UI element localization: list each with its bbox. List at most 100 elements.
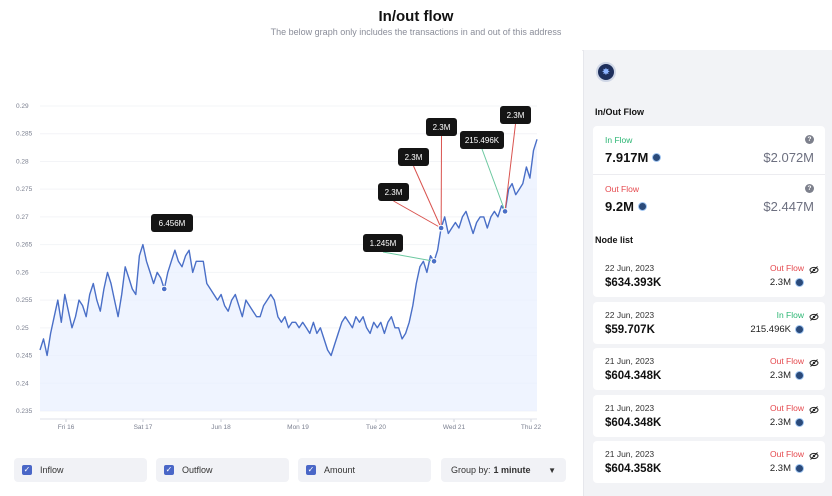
node-amount-value: 2.3M (769, 463, 791, 474)
inflow-checkbox[interactable]: ✓ (22, 465, 32, 475)
node-amount: 2.3M (770, 370, 804, 381)
node-amount-value: 2.3M (769, 417, 791, 428)
outflow-checkbox[interactable]: ✓ (164, 465, 174, 475)
token-icon (795, 464, 804, 473)
divider (593, 174, 825, 175)
y-tick-label: 0.26 (16, 269, 29, 276)
out-flow-value: 9.2M (605, 199, 647, 214)
node-list-item[interactable]: 21 Jun, 2023 $604.348K Out Flow 2.3M (593, 348, 825, 390)
callout-box[interactable] (151, 214, 193, 232)
out-flow-label: Out Flow (605, 184, 640, 194)
y-tick-label: 0.285 (16, 131, 33, 138)
callout-label: 2.3M (385, 188, 403, 197)
node-direction: Out Flow (769, 449, 804, 459)
y-tick-label: 0.25 (16, 325, 29, 332)
x-tick-label: Thu 22 (521, 424, 542, 431)
token-icon (795, 278, 804, 287)
node-list-item[interactable]: 21 Jun, 2023 $604.348K Out Flow 2.3M (593, 395, 825, 437)
node-direction: Out Flow (769, 403, 804, 413)
page-header: In/out flow The below graph only include… (0, 0, 832, 51)
outflow-connector (413, 165, 442, 229)
outflow-connector (393, 200, 442, 229)
in-flow-amount: 7.917M (605, 150, 649, 165)
node-list-title: Node list (595, 235, 634, 245)
node-date: 22 Jun, 2023 (605, 310, 655, 320)
price-chart[interactable]: 0.29 0.285 0.28 0.275 0.27 0.265 0.26 0.255 0.25… (0, 50, 582, 450)
chart-panel: 0.29 0.285 0.28 0.275 0.27 0.265 0.26 0.255 0.25… (0, 50, 582, 450)
group-by-label: Group by: (451, 465, 491, 475)
callout-box[interactable] (398, 148, 429, 166)
node-direction: Out Flow (769, 356, 804, 366)
transaction-marker[interactable] (501, 208, 509, 215)
y-tick-label: 0.245 (16, 353, 33, 360)
node-direction: In Flow (776, 310, 804, 320)
y-tick-label: 0.265 (16, 242, 33, 249)
node-list-item[interactable]: 22 Jun, 2023 $59.707K In Flow 215.496K (593, 302, 825, 344)
y-tick-label: 0.275 (16, 186, 33, 193)
callout-box[interactable] (500, 106, 531, 124)
node-amount: 2.3M (770, 463, 804, 474)
callout-label: 2.3M (433, 123, 451, 132)
y-tick-label: 0.28 (16, 158, 29, 165)
group-by-value: 1 minute (493, 465, 531, 475)
token-icon (652, 153, 662, 162)
eye-off-icon[interactable] (809, 312, 819, 322)
token-icon (795, 371, 804, 380)
help-icon[interactable]: ? (805, 135, 814, 144)
node-value: $634.393K (605, 277, 662, 289)
outflow-label: Outflow (182, 465, 213, 475)
eye-off-icon[interactable] (809, 358, 819, 368)
transaction-marker[interactable] (430, 257, 438, 265)
callout-label: 215.496K (465, 136, 500, 145)
node-list-item[interactable]: 22 Jun, 2023 $634.393K Out Flow 2.3M (593, 255, 825, 297)
node-amount-value: 2.3M (769, 277, 791, 288)
outflow-toggle[interactable]: ✓ Outflow (156, 458, 289, 482)
callout-box[interactable] (426, 118, 457, 136)
transaction-marker[interactable] (160, 285, 168, 293)
callout-box[interactable] (378, 183, 409, 201)
node-direction: Out Flow (769, 263, 804, 273)
node-list-item[interactable]: 21 Jun, 2023 $604.358K Out Flow 2.3M (593, 441, 825, 483)
node-value: $604.358K (605, 463, 662, 475)
node-date: 21 Jun, 2023 (605, 403, 655, 413)
node-amount: 215.496K (750, 324, 804, 335)
amount-checkbox[interactable]: ✓ (306, 465, 316, 475)
callout-box[interactable] (460, 131, 504, 149)
inout-flow-title: In/Out Flow (595, 107, 644, 117)
in-flow-label: In Flow (605, 135, 633, 145)
amount-label: Amount (324, 465, 356, 475)
series-line (39, 139, 538, 357)
inflow-toggle[interactable]: ✓ Inflow (14, 458, 147, 482)
caret-down-icon: ▼ (548, 466, 556, 475)
callout-label: 2.3M (405, 153, 423, 162)
out-flow-amount: 9.2M (605, 199, 634, 214)
node-amount-value: 2.3M (769, 370, 791, 381)
x-tick-label: Jun 18 (211, 424, 231, 431)
y-tick-label: 0.27 (16, 214, 29, 221)
eye-off-icon[interactable] (809, 405, 819, 415)
eye-off-icon[interactable] (809, 265, 819, 275)
token-icon (795, 418, 804, 427)
in-flow-usd: $2.072M (763, 150, 814, 165)
page-subtitle: The below graph only includes the transa… (270, 27, 562, 37)
eye-off-icon[interactable] (809, 451, 819, 461)
transaction-marker[interactable] (437, 224, 445, 232)
sidebar: ✸ In/Out Flow In Flow ? 7.917M $2.072M O… (583, 50, 832, 496)
chart-controls: ✓ Inflow ✓ Outflow ✓ Amount Group by: 1 … (0, 452, 582, 496)
group-by-select[interactable]: Group by: 1 minute ▼ (441, 458, 566, 482)
x-tick-label: Mon 19 (287, 424, 309, 431)
y-tick-label: 0.29 (16, 103, 29, 110)
x-tick-label: Fri 16 (58, 424, 75, 431)
help-icon[interactable]: ? (805, 184, 814, 193)
series-area (40, 139, 537, 412)
amount-toggle[interactable]: ✓ Amount (298, 458, 431, 482)
token-icon (795, 325, 804, 334)
y-tick-label: 0.24 (16, 380, 29, 387)
node-value: $59.707K (605, 324, 655, 336)
node-date: 22 Jun, 2023 (605, 263, 655, 273)
callout-box[interactable] (363, 234, 403, 252)
y-tick-label: 0.255 (16, 297, 33, 304)
callout-label: 6.456M (159, 219, 186, 228)
node-amount: 2.3M (770, 417, 804, 428)
polkadot-star-icon: ✸ (596, 62, 616, 82)
